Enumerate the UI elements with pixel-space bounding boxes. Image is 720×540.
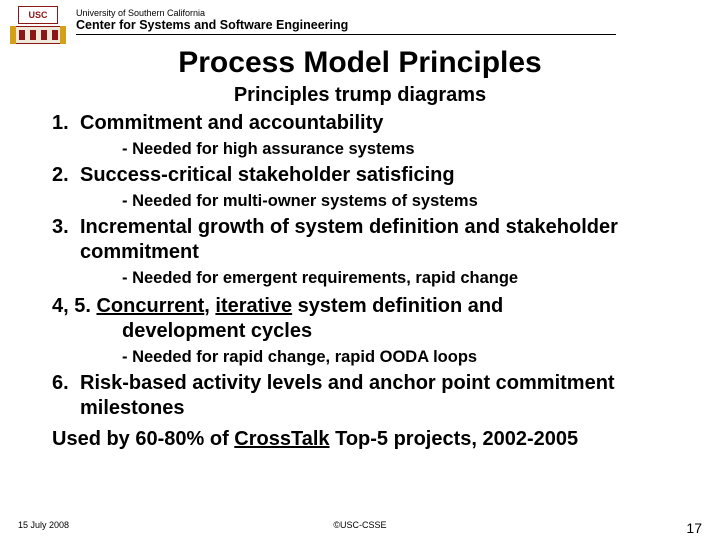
logo-block: USC xyxy=(10,6,66,44)
principle-row-6: 6. Risk-based activity levels and anchor… xyxy=(30,371,690,421)
principle-45-u1: Concurrent xyxy=(96,295,204,317)
principle-45-mid: , xyxy=(204,295,215,317)
principle-number: 1. xyxy=(30,112,80,135)
principle-number: 3. xyxy=(30,216,80,239)
closing-underline: CrossTalk xyxy=(234,428,329,450)
slide-footer: 15 July 2008 ©USC-CSSE 17 xyxy=(0,520,720,536)
principle-row-1: 1. Commitment and accountability xyxy=(30,111,690,136)
header-text: University of Southern California Center… xyxy=(76,6,710,35)
university-name: University of Southern California xyxy=(76,8,710,18)
principle-45-tail1: system definition and xyxy=(292,295,503,317)
principle-sub: - Needed for emergent requirements, rapi… xyxy=(122,269,690,288)
principle-45-tail2: development cycles xyxy=(52,319,690,344)
slide-title: Process Model Principles xyxy=(0,46,720,80)
principle-number: 6. xyxy=(30,372,80,395)
closing-line: Used by 60-80% of CrossTalk Top-5 projec… xyxy=(30,427,690,452)
principle-sub: - Needed for rapid change, rapid OODA lo… xyxy=(122,348,690,367)
closing-post: Top-5 projects, 2002-2005 xyxy=(330,428,579,450)
slide-subtitle: Principles trump diagrams xyxy=(0,84,720,107)
principle-text: Success-critical stakeholder satisficing xyxy=(80,163,455,188)
principle-45-u2: iterative xyxy=(215,295,292,317)
principle-row-45: 4, 5. Concurrent, iterative system defin… xyxy=(30,294,690,344)
principle-sub: - Needed for high assurance systems xyxy=(122,140,690,159)
principle-text: Incremental growth of system definition … xyxy=(80,215,690,265)
csse-logo-icon xyxy=(10,26,66,44)
center-name: Center for Systems and Software Engineer… xyxy=(76,18,616,35)
content-area: 1. Commitment and accountability - Neede… xyxy=(0,111,720,452)
principle-45-lead: 4, 5. xyxy=(52,295,96,317)
slide-header: USC University of Southern California Ce… xyxy=(0,0,720,44)
usc-badge: USC xyxy=(18,6,58,24)
principle-text: Risk-based activity levels and anchor po… xyxy=(80,371,690,421)
principle-sub: - Needed for multi-owner systems of syst… xyxy=(122,192,690,211)
closing-pre: Used by 60-80% of xyxy=(52,428,234,450)
principle-text: Commitment and accountability xyxy=(80,111,383,136)
principle-row-3: 3. Incremental growth of system definiti… xyxy=(30,215,690,265)
principle-row-2: 2. Success-critical stakeholder satisfic… xyxy=(30,163,690,188)
principle-number: 2. xyxy=(30,164,80,187)
footer-copyright: ©USC-CSSE xyxy=(0,520,720,530)
